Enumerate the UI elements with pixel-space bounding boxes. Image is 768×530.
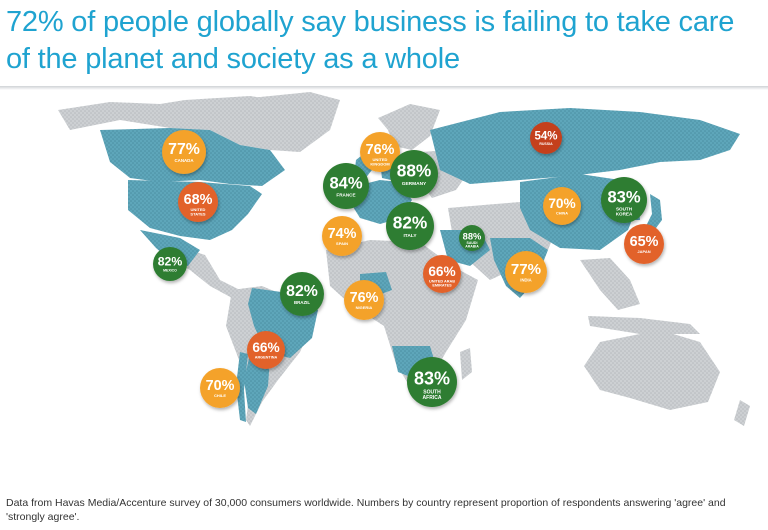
marker-circle	[322, 216, 362, 256]
marker-value: 77%	[168, 141, 200, 158]
title-divider	[0, 86, 768, 90]
marker-value: 83%	[607, 187, 640, 206]
marker-country: SOUTH AFRICA	[423, 389, 442, 401]
marker-circle	[601, 177, 647, 223]
marker-circle	[423, 255, 461, 293]
source-caption: Data from Havas Media/Accenture survey o…	[6, 497, 726, 523]
marker-chile: 70%CHILE	[200, 368, 240, 408]
marker-circle	[247, 331, 285, 369]
marker-value: 83%	[414, 369, 450, 389]
marker-country: CHILE	[214, 393, 226, 398]
marker-value: 77%	[511, 261, 542, 278]
marker-argentina: 66%ARGENTINA	[247, 331, 285, 369]
marker-value: 70%	[548, 196, 575, 211]
marker-circle	[530, 122, 562, 154]
marker-germany: 88%GERMANY	[390, 150, 438, 198]
marker-circle	[360, 132, 400, 172]
marker-country: SAUDI ARABIA	[465, 241, 479, 249]
marker-value: 54%	[534, 131, 557, 143]
marker-country: GERMANY	[402, 181, 427, 187]
marker-france: 84%FRANCE	[323, 163, 369, 209]
marker-country: FRANCE	[336, 192, 355, 197]
marker-value: 74%	[328, 226, 357, 242]
marker-circle	[624, 224, 664, 264]
marker-circle	[344, 280, 384, 320]
marker-circle	[390, 150, 438, 198]
marker-value: 66%	[252, 340, 279, 355]
marker-japan: 65%JAPAN	[624, 224, 664, 264]
marker-italy: 82%ITALY	[386, 202, 434, 250]
marker-circle	[162, 130, 206, 174]
marker-country: UNITED STATES	[190, 207, 206, 216]
marker-united-states: 68%UNITED STATES	[178, 182, 218, 222]
marker-value: 82%	[286, 283, 318, 300]
marker-value: 88%	[397, 160, 432, 180]
marker-value: 76%	[350, 290, 379, 306]
marker-country: ARGENTINA	[255, 356, 278, 360]
marker-country: RUSSIA	[539, 142, 553, 146]
marker-country: BRAZIL	[294, 300, 310, 305]
marker-value: 70%	[206, 378, 235, 394]
marker-circle	[280, 272, 324, 316]
marker-circle	[200, 368, 240, 408]
marker-circle	[386, 202, 434, 250]
marker-value: 66%	[428, 264, 455, 279]
marker-russia: 54%RUSSIA	[530, 122, 562, 154]
marker-value: 68%	[184, 192, 213, 208]
marker-value: 76%	[366, 142, 395, 158]
marker-circle	[505, 251, 547, 293]
marker-country: INDIA	[520, 277, 531, 282]
marker-circle	[323, 163, 369, 209]
marker-country: SOUTH KOREA	[616, 206, 633, 216]
page-title: 72% of people globally say business is f…	[6, 6, 735, 75]
marker-circle	[543, 187, 581, 225]
marker-country: CHINA	[556, 212, 568, 216]
marker-circle	[407, 357, 457, 407]
marker-canada: 77%CANADA	[162, 130, 206, 174]
marker-country: ITALY	[403, 233, 417, 239]
marker-value: 82%	[158, 255, 183, 269]
marker-south-africa: 83%SOUTH AFRICA	[407, 357, 457, 407]
marker-value: 82%	[393, 212, 428, 232]
marker-country: JAPAN	[637, 249, 650, 254]
marker-country: UNITED ARAB EMIRATES	[429, 280, 455, 288]
marker-circle	[459, 225, 485, 251]
marker-value: 65%	[630, 234, 659, 250]
marker-circle	[178, 182, 218, 222]
marker-mexico: 82%MEXICO	[153, 247, 187, 281]
marker-uae: 66%UNITED ARAB EMIRATES	[423, 255, 461, 293]
marker-country: MEXICO	[163, 269, 177, 273]
marker-country: SPAIN	[336, 241, 348, 246]
marker-circle	[153, 247, 187, 281]
marker-brazil: 82%BRAZIL	[280, 272, 324, 316]
marker-country: NIGERIA	[356, 305, 373, 310]
marker-spain: 74%SPAIN	[322, 216, 362, 256]
marker-country: UNITED KINGDOM	[370, 157, 390, 166]
marker-nigeria: 76%NIGERIA	[344, 280, 384, 320]
marker-united-kingdom: 76%UNITED KINGDOM	[360, 132, 400, 172]
marker-saudi-arabia: 88%SAUDI ARABIA	[459, 225, 485, 251]
marker-india: 77%INDIA	[505, 251, 547, 293]
marker-south-korea: 83%SOUTH KOREA	[601, 177, 647, 223]
marker-value: 88%	[463, 231, 482, 241]
marker-china: 70%CHINA	[543, 187, 581, 225]
marker-value: 84%	[329, 173, 362, 192]
marker-country: CANADA	[174, 158, 194, 163]
